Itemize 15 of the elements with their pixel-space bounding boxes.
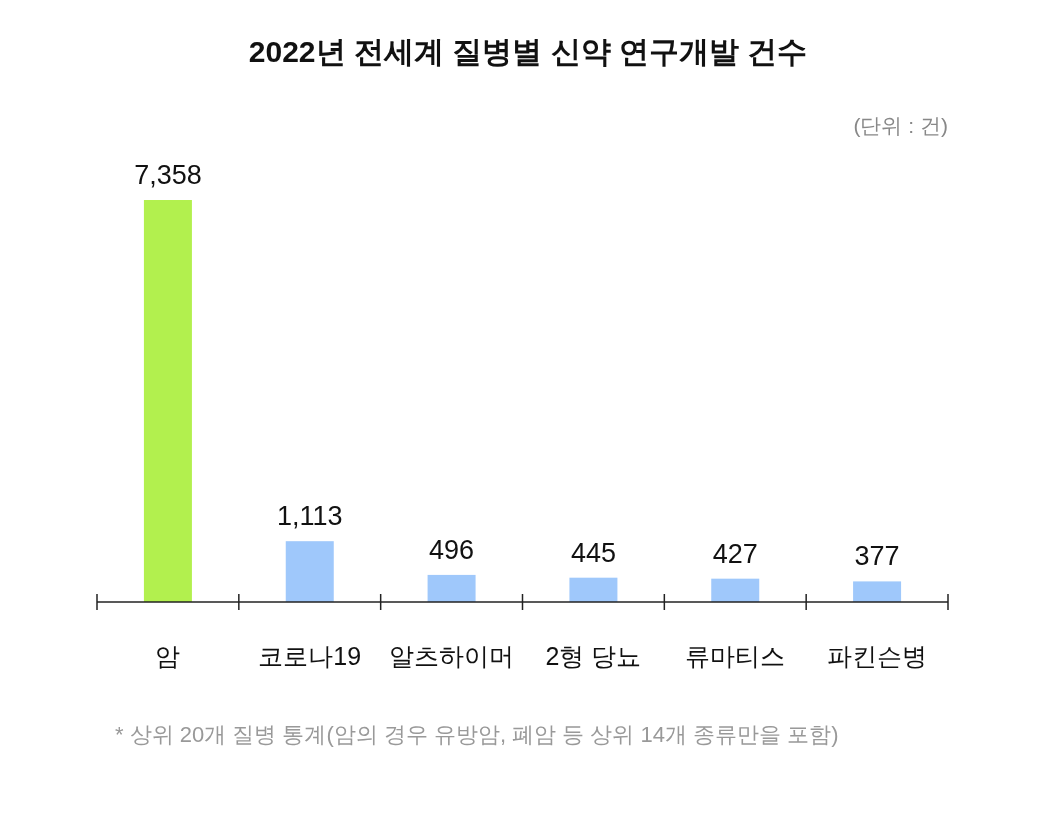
x-tick-label: 2형 당뇨 <box>545 642 642 670</box>
data-label: 445 <box>570 537 616 568</box>
data-label: 7,358 <box>134 160 202 190</box>
data-label: 1,113 <box>276 501 343 532</box>
x-tick-label: 암 <box>155 642 181 670</box>
data-label: 427 <box>712 538 758 569</box>
chart-title: 2022년 전세계 질병별 신약 연구개발 건수 <box>248 35 808 68</box>
data-label: 377 <box>854 541 900 572</box>
x-tick-label: 알츠하이머 <box>389 642 515 670</box>
x-tick-label: 파킨슨병 <box>827 642 928 670</box>
data-label: 496 <box>429 534 475 565</box>
x-tick-label: 류마티스 <box>685 642 786 670</box>
text: (단위 : 건) <box>853 114 948 137</box>
x-tick-label: 코로나19 <box>258 642 362 670</box>
text: * 상위 20개 질병 통계(암의 경우 유방암, 폐암 등 상위 14개 종류만을 포함) <box>115 722 839 747</box>
